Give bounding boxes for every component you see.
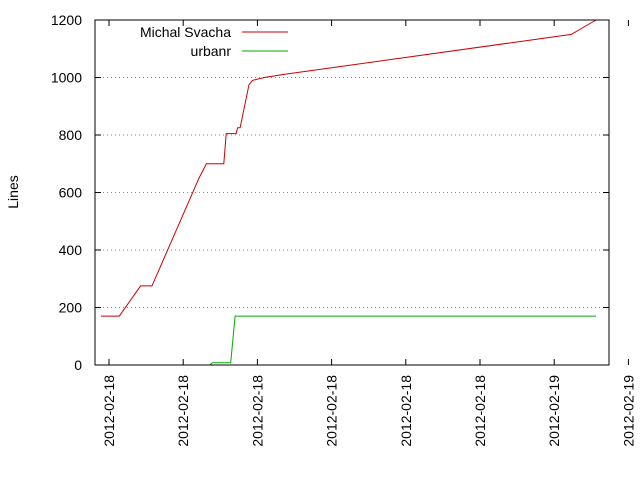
- legend-label: Michal Svacha: [140, 24, 231, 40]
- x-tick-label: 2012-02-18: [398, 375, 414, 447]
- y-tick-label: 200: [59, 300, 83, 316]
- series-line-1: [109, 315, 596, 366]
- y-axis-ticks: 0 200 400 600 800 1000 1200: [51, 12, 609, 373]
- grid-lines: [95, 77, 609, 308]
- x-tick-label: 2012-02-19: [620, 375, 636, 447]
- x-tick-label: 2012-02-18: [175, 375, 191, 447]
- y-tick-label: 800: [59, 127, 83, 143]
- y-tick-label: 400: [59, 242, 83, 258]
- x-axis-ticks: 2012-02-18 2012-02-18 2012-02-18 2012-02-18…: [101, 20, 636, 447]
- x-tick-label: 2012-02-18: [101, 375, 117, 447]
- x-tick-label: 2012-02-18: [472, 375, 488, 447]
- legend: Michal Svacha urbanr: [140, 24, 288, 59]
- series-line-0: [101, 19, 597, 317]
- y-axis-label: Lines: [5, 175, 21, 208]
- legend-label: urbanr: [191, 43, 232, 59]
- y-tick-label: 600: [59, 185, 83, 201]
- x-tick-label: 2012-02-18: [324, 375, 340, 447]
- x-tick-label: 2012-02-19: [546, 375, 562, 447]
- y-tick-label: 1000: [51, 70, 82, 86]
- y-tick-label: 0: [74, 357, 82, 373]
- x-tick-label: 2012-02-18: [249, 375, 265, 447]
- y-tick-label: 1200: [51, 12, 82, 28]
